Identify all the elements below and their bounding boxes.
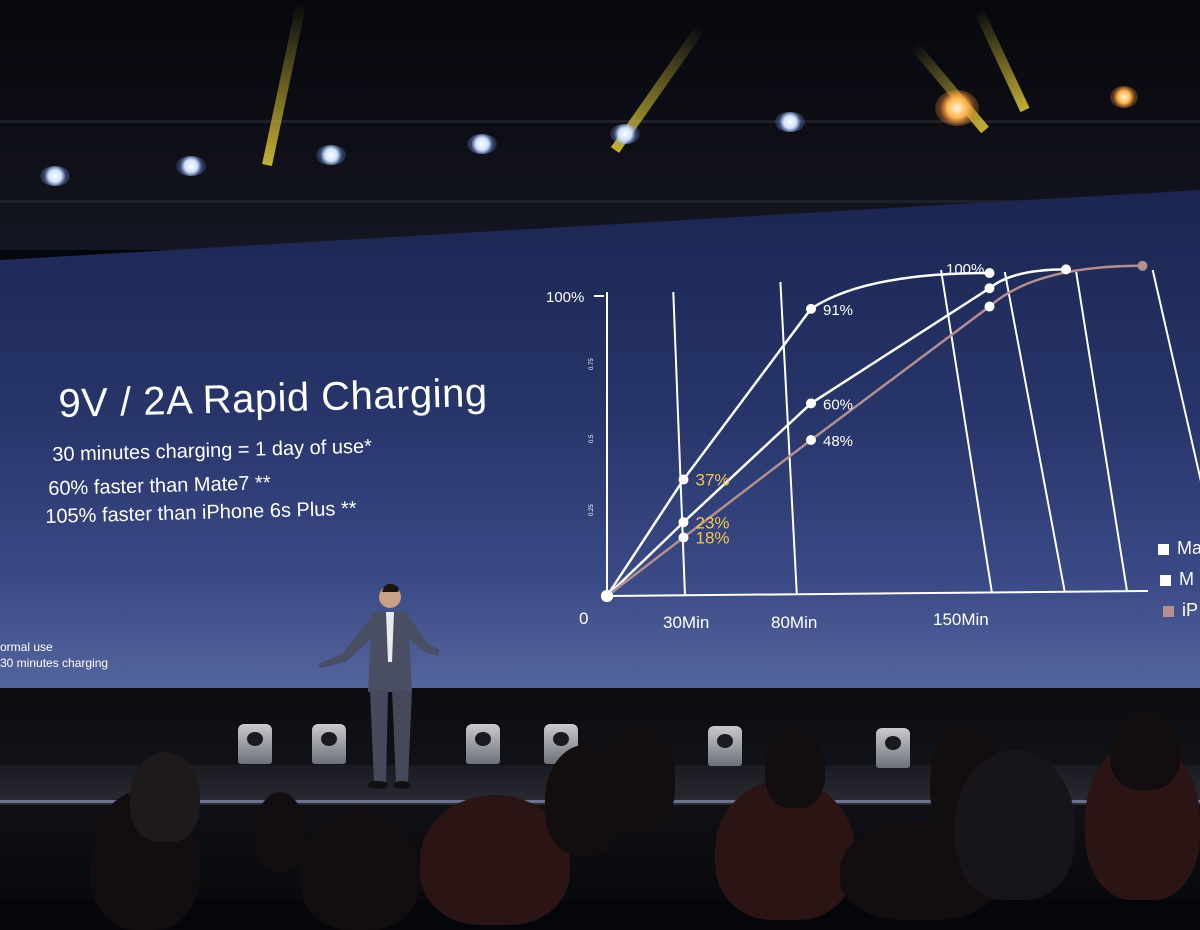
x-axis-tick-label: 30Min xyxy=(663,613,709,632)
lighting-truss xyxy=(0,200,1200,203)
stage-light-fixture xyxy=(708,726,742,766)
spotlight xyxy=(775,112,805,132)
data-label: 48% xyxy=(823,433,853,450)
spotlight xyxy=(610,124,640,144)
lighting-truss xyxy=(0,120,1200,123)
audience-member xyxy=(300,810,420,930)
data-point xyxy=(984,268,995,278)
chart-series xyxy=(605,264,1143,597)
data-point xyxy=(678,474,689,485)
x-axis-tick-label: 150Min xyxy=(933,610,989,629)
legend-swatch xyxy=(1163,605,1174,617)
audience-member xyxy=(955,750,1075,900)
y-axis-tick-label: 0.75 xyxy=(589,358,595,370)
chart-gridline xyxy=(1151,269,1200,482)
y-axis-tick-label: 0.5 xyxy=(589,434,595,443)
series-line xyxy=(606,264,1143,597)
chart-gridline xyxy=(1075,271,1128,592)
y-axis-tick-label: 0.25 xyxy=(589,504,595,516)
x-axis-tick-label: 80Min xyxy=(771,613,817,632)
x-axis xyxy=(606,590,1149,597)
legend-item-series-1: Ma xyxy=(1158,538,1200,559)
data-point xyxy=(678,532,689,543)
chart-gridline xyxy=(1003,271,1066,592)
stage-light-fixture xyxy=(312,724,346,764)
legend-swatch xyxy=(1158,543,1169,555)
audience-member xyxy=(255,792,305,872)
spotlight xyxy=(1110,86,1138,108)
legend-label: Ma xyxy=(1177,538,1200,558)
data-point xyxy=(806,303,816,314)
chart-gridline xyxy=(779,281,798,595)
audience-member xyxy=(765,728,825,808)
stage-light-fixture xyxy=(238,724,272,764)
chart-gridlines xyxy=(672,269,1200,597)
stage-light-fixture xyxy=(466,724,500,764)
annotation-label: 100% xyxy=(946,261,984,278)
data-point xyxy=(984,301,995,312)
data-point xyxy=(806,435,816,445)
audience-member xyxy=(130,752,200,842)
legend-item-series-3: iP xyxy=(1163,600,1198,621)
data-label: 60% xyxy=(823,396,853,413)
chart-markers xyxy=(601,260,1148,602)
chart-gridline xyxy=(672,291,686,597)
data-point xyxy=(601,590,613,602)
series-line xyxy=(605,271,990,597)
presenter xyxy=(318,583,440,789)
data-point xyxy=(678,517,689,528)
legend-item-series-2: M xyxy=(1160,569,1194,590)
spotlight xyxy=(316,145,346,165)
data-label: 37% xyxy=(696,471,730,490)
legend-swatch xyxy=(1160,574,1171,586)
y-axis-max-label: 100% xyxy=(546,289,584,306)
data-point xyxy=(984,283,995,294)
origin-label: 0 xyxy=(579,609,588,628)
audience-member xyxy=(605,722,675,832)
legend-label: M xyxy=(1179,569,1194,589)
legend-label: iP xyxy=(1182,600,1199,620)
audience-member xyxy=(1110,710,1180,790)
data-label: 23% xyxy=(696,513,730,532)
data-point xyxy=(1061,264,1071,275)
charging-chart: 100% 0 0.75 0.5 0.25 30Min 80Min 150Min 37% 91%… xyxy=(546,260,1200,632)
spotlight xyxy=(176,156,206,176)
data-label: 91% xyxy=(823,302,853,319)
data-point xyxy=(1137,260,1148,271)
slide-footnote: ormal use xyxy=(0,640,53,654)
slide-footnote: 30 minutes charging xyxy=(0,656,109,670)
chart-labels: 0.75 0.5 0.25 30Min 80Min 150Min 37% 91% 23% 60% 1… xyxy=(589,261,989,632)
spotlight xyxy=(40,166,70,186)
data-point xyxy=(806,398,816,409)
data-label: 18% xyxy=(696,529,730,548)
stage-light-fixture xyxy=(876,728,910,768)
projection-screen xyxy=(0,190,1200,690)
venue-ceiling xyxy=(0,0,1200,250)
spotlight xyxy=(935,90,979,126)
spotlight xyxy=(467,134,497,154)
chart-gridline xyxy=(940,269,993,593)
